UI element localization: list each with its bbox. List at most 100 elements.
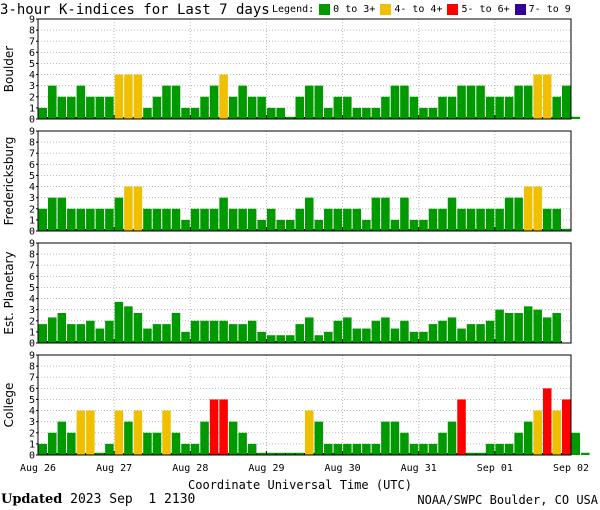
bar <box>466 208 476 231</box>
bar <box>247 443 257 455</box>
bar <box>390 85 400 119</box>
bar <box>381 197 390 231</box>
bar <box>276 452 285 455</box>
bar <box>561 228 571 231</box>
bar <box>343 443 352 455</box>
y-tick-label: 3 <box>29 417 35 428</box>
bar <box>457 208 466 231</box>
bar <box>76 410 86 455</box>
legend-item-quiet: 0 to 3+ <box>333 4 376 15</box>
bar <box>485 96 495 119</box>
bar <box>419 219 428 231</box>
bar <box>152 96 162 119</box>
bar <box>171 85 181 119</box>
bar <box>362 107 371 119</box>
bar <box>324 443 333 455</box>
y-tick-label: 4 <box>29 294 35 305</box>
bar <box>504 197 514 231</box>
legend-swatch-active <box>380 4 392 15</box>
bar <box>504 443 514 455</box>
bar <box>305 317 314 343</box>
bar <box>228 96 238 119</box>
bar <box>257 452 266 455</box>
y-tick-label: 5 <box>29 171 35 182</box>
bar <box>371 107 381 119</box>
bar <box>523 85 533 119</box>
bar <box>362 443 371 455</box>
bar <box>266 452 276 455</box>
bar <box>238 432 247 455</box>
bar <box>514 85 523 119</box>
bar <box>542 74 552 119</box>
bar <box>181 443 190 455</box>
source-credit: NOAA/SWPC Boulder, CO USA <box>417 493 598 507</box>
bar <box>533 186 542 231</box>
bar <box>343 208 352 231</box>
bar <box>362 328 371 343</box>
y-tick-label: 7 <box>29 373 35 384</box>
y-tick-label: 6 <box>29 160 35 171</box>
bar <box>400 197 409 231</box>
bar <box>76 208 86 231</box>
bar <box>561 85 571 119</box>
bar <box>86 410 95 455</box>
y-tick-label: 3 <box>29 193 35 204</box>
panel-label: Boulder <box>2 46 16 93</box>
bar <box>333 208 343 231</box>
y-tick-label: 9 <box>29 127 35 138</box>
bar <box>504 313 514 343</box>
bar <box>428 443 438 455</box>
bar <box>581 452 590 455</box>
bar <box>57 421 67 455</box>
bar <box>324 107 333 119</box>
bar <box>124 74 133 119</box>
bar <box>476 324 485 343</box>
bar <box>86 96 95 119</box>
x-tick-label: Aug 28 <box>172 463 208 474</box>
bar <box>447 421 457 455</box>
bar <box>86 208 95 231</box>
y-tick-label: 0 <box>29 227 35 238</box>
updated-value: 2023 Sep 1 2130 <box>70 492 196 507</box>
legend: Legend: 0 to 3+ 4- to 4+ 5- to 6+ 7- to … <box>272 4 571 15</box>
bar <box>266 107 276 119</box>
bar <box>114 197 124 231</box>
bar <box>266 335 276 343</box>
y-tick-label: 4 <box>29 70 35 81</box>
bar <box>67 96 76 119</box>
bar <box>314 421 324 455</box>
y-tick-label: 7 <box>29 149 35 160</box>
y-tick-label: 3 <box>29 305 35 316</box>
bar <box>428 324 438 343</box>
bar <box>190 443 200 455</box>
y-tick-label: 9 <box>29 239 35 250</box>
y-tick-label: 6 <box>29 272 35 283</box>
bar <box>124 186 133 231</box>
bar <box>266 208 276 231</box>
bar <box>542 317 552 343</box>
bar <box>571 432 581 455</box>
legend-swatch-severe <box>514 4 526 15</box>
y-tick-label: 2 <box>29 428 35 439</box>
bar <box>514 313 523 343</box>
y-tick-label: 7 <box>29 37 35 48</box>
bar <box>333 320 343 343</box>
bar <box>247 320 257 343</box>
bar <box>190 107 200 119</box>
bar <box>276 335 285 343</box>
x-tick-label: Aug 30 <box>325 463 361 474</box>
bar <box>162 85 171 119</box>
bar <box>219 197 228 231</box>
bar <box>152 208 162 231</box>
bar <box>533 309 542 343</box>
bar <box>114 301 124 343</box>
y-tick-label: 6 <box>29 48 35 59</box>
bar <box>48 85 57 119</box>
bar <box>390 328 400 343</box>
bar <box>381 96 390 119</box>
bar <box>523 186 533 231</box>
x-tick-label: Sep 01 <box>477 463 513 474</box>
bar <box>514 432 523 455</box>
bar <box>95 328 105 343</box>
x-tick-label: Aug 29 <box>248 463 284 474</box>
